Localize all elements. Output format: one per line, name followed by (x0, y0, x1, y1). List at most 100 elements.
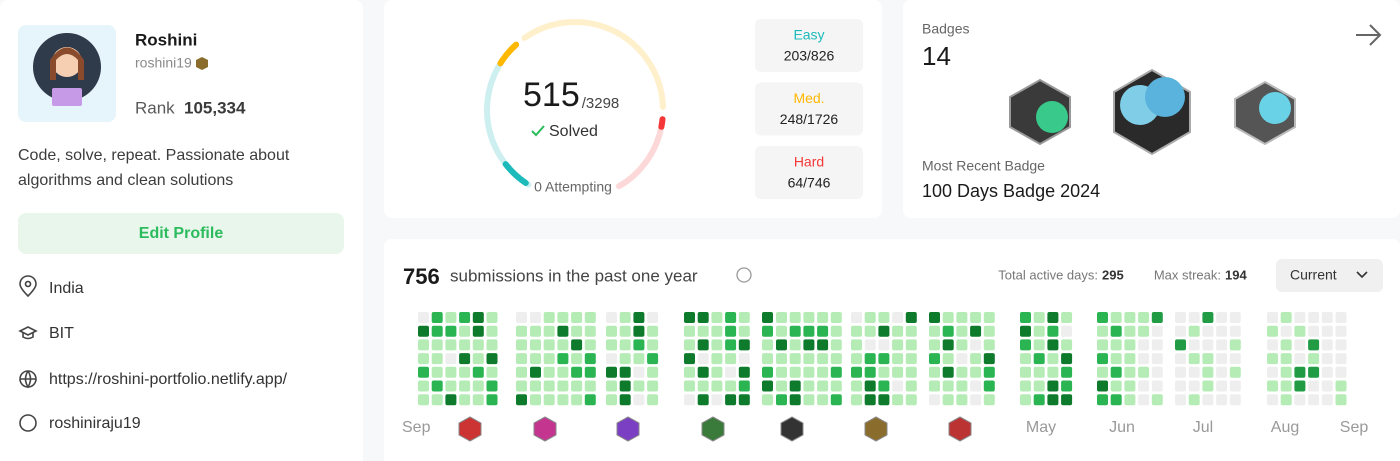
month-badge[interactable] (701, 416, 725, 442)
heatmap-cell (711, 353, 723, 365)
heatmap-cell (878, 380, 890, 392)
heatmap-cell (1308, 366, 1320, 378)
heatmap-cell (878, 312, 890, 323)
user-badge-icon (196, 57, 208, 70)
heatmap-cell (1321, 366, 1333, 378)
heatmap-cell (851, 380, 862, 392)
month-badge[interactable] (864, 416, 888, 442)
heatmap-cell (1061, 312, 1073, 323)
heatmap-cell (557, 325, 569, 337)
heatmap-cell (445, 325, 457, 337)
heatmap-cell (1033, 380, 1045, 392)
heatmap-cell (647, 325, 659, 337)
github[interactable]: roshiniraju19 (49, 415, 141, 432)
heatmap-cell (647, 353, 659, 365)
heatmap-cell (725, 353, 737, 365)
heatmap-cell (1202, 353, 1214, 365)
heatmap-cell (1267, 353, 1278, 365)
heatmap-cell (1124, 366, 1136, 378)
heatmap-cell (584, 394, 596, 406)
edit-profile-label[interactable]: Edit Profile (139, 225, 224, 242)
heatmap-cell (633, 325, 645, 337)
heatmap-cell (530, 380, 541, 392)
heatmap-cell (584, 366, 596, 378)
heatmap-cell (776, 380, 787, 392)
heatmap-cell (942, 325, 954, 337)
heatmap-cell (878, 394, 890, 406)
heatmap-cell (983, 353, 995, 365)
heatmap-cell (418, 380, 429, 392)
year-dropdown[interactable] (1276, 259, 1383, 292)
info-icon[interactable] (736, 267, 752, 283)
edit-profile-button[interactable] (18, 213, 344, 254)
heatmap-cell (803, 366, 815, 378)
heatmap-cell (1216, 353, 1228, 365)
heatmap-cell (459, 339, 471, 351)
heatmap-cell (697, 394, 709, 406)
heatmap-cell (1335, 394, 1347, 406)
month-badge[interactable] (780, 416, 804, 442)
heatmap-cell (1138, 353, 1150, 365)
heatmap-cell (1216, 380, 1228, 392)
heatmap-cell (776, 325, 787, 337)
heatmap-cell (647, 312, 659, 323)
heatmap-cell (711, 366, 723, 378)
heatmap-cell (445, 312, 457, 323)
heatmap-cell (1097, 325, 1108, 337)
heatmap-cell (1335, 353, 1347, 365)
heatmap-cell (571, 312, 583, 323)
heatmap-cell (1216, 366, 1228, 378)
heatmap-cell (789, 339, 801, 351)
heatmap-cell (445, 339, 457, 351)
heatmap-cell (983, 380, 995, 392)
heatmap-cell (418, 394, 429, 406)
heatmap-cell (711, 380, 723, 392)
heatmap-cell (830, 325, 842, 337)
heatmap-cell (803, 325, 815, 337)
heatmap-cell (1229, 394, 1241, 406)
heatmap-cell (711, 312, 723, 323)
heatmap-cell (1280, 325, 1292, 337)
heatmap-cell (1061, 366, 1073, 378)
heatmap-cell (1033, 366, 1045, 378)
heatmap-cell (431, 312, 443, 323)
heatmap-cell (1267, 339, 1278, 351)
bio-box: Code, solve, repeat. Passionate about al… (18, 147, 289, 189)
heatmap-cell (983, 339, 995, 351)
heatmap-cell (970, 325, 982, 337)
heatmap-cell (817, 394, 829, 406)
heatmap-cell (1267, 380, 1278, 392)
heatmap-cell (929, 353, 940, 365)
heatmap-cell (776, 339, 787, 351)
month-badge[interactable] (458, 416, 482, 442)
heatmap-cell (472, 394, 484, 406)
month-badge[interactable] (533, 416, 557, 442)
heatmap-cell (738, 380, 750, 392)
heatmap-cell (1202, 380, 1214, 392)
heatmap-cell (1175, 380, 1186, 392)
month-badge[interactable] (948, 416, 972, 442)
heatmap-cell (606, 339, 617, 351)
username: roshini19 (135, 55, 192, 71)
heatmap-cell (697, 366, 709, 378)
heatmap-cell (619, 366, 631, 378)
dropdown-caret (1356, 271, 1368, 279)
heatmap-cell (1202, 325, 1214, 337)
dropdown-label[interactable]: Current (1290, 267, 1337, 283)
heatmap-cell (1020, 312, 1031, 323)
website[interactable]: https://roshini-portfolio.netlify.app/ (49, 371, 288, 388)
heatmap-cell (1294, 394, 1306, 406)
heatmap-cell (459, 353, 471, 365)
heatmap-cell (851, 353, 862, 365)
heatmap-cell (530, 325, 541, 337)
heatmap-cell (1047, 353, 1059, 365)
heatmap-cell (789, 353, 801, 365)
heatmap-cell (1020, 353, 1031, 365)
month-badge[interactable] (616, 416, 640, 442)
badges-arrow[interactable] (1356, 24, 1382, 46)
heatmap-cell (1229, 325, 1241, 337)
location-icon (19, 275, 37, 298)
month-label: Aug (1271, 419, 1299, 436)
solved-label: Solved (549, 123, 598, 140)
heatmap-cell (1294, 325, 1306, 337)
